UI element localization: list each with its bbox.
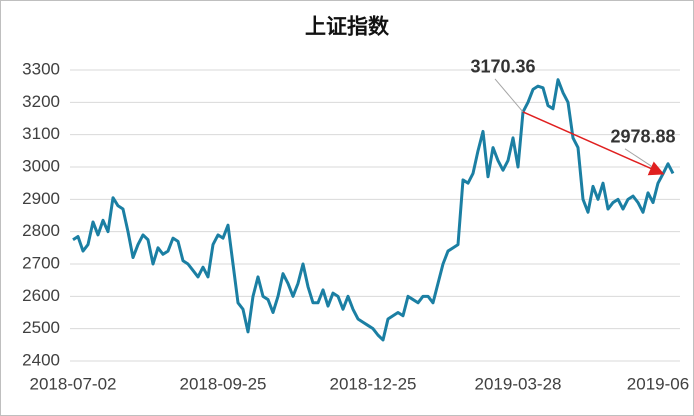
y-tick-label: 2900 xyxy=(22,189,60,208)
x-tick-label: 2018-09-25 xyxy=(180,374,267,393)
y-tick-label: 2600 xyxy=(22,286,60,305)
annotation-leader xyxy=(494,78,524,113)
y-tick-label: 3300 xyxy=(22,59,60,78)
annotation-label: 3170.36 xyxy=(470,57,535,77)
y-tick-label: 2800 xyxy=(22,221,60,240)
y-tick-label: 2400 xyxy=(22,350,60,369)
x-tick-label: 2019-06 xyxy=(627,374,689,393)
chart-title: 上证指数 xyxy=(305,16,390,39)
x-tick-label: 2019-03-28 xyxy=(475,374,562,393)
y-tick-label: 2700 xyxy=(22,253,60,272)
trend-arrow xyxy=(522,111,665,176)
x-tick-label: 2018-07-02 xyxy=(30,374,117,393)
line-series xyxy=(72,78,675,342)
y-tick-label: 3100 xyxy=(22,124,60,143)
annotation-label: 2978.88 xyxy=(610,127,675,147)
y-tick-label: 3200 xyxy=(22,92,60,111)
y-tick-label: 3000 xyxy=(22,156,60,175)
y-tick-label: 2500 xyxy=(22,318,60,337)
x-tick-label: 2018-12-25 xyxy=(330,374,417,393)
